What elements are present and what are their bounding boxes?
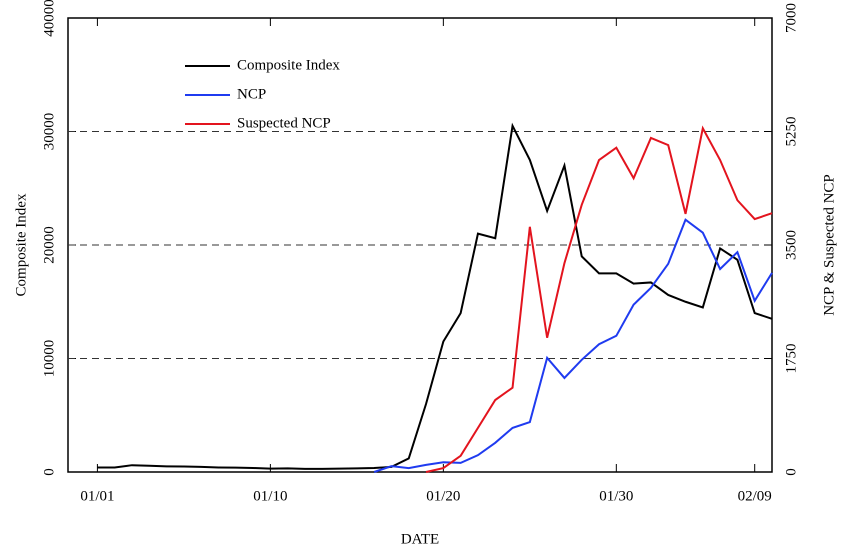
y-tick-label: 20000 [41, 226, 57, 264]
y2-tick-label: 5250 [783, 117, 799, 147]
legend-label: NCP [237, 86, 266, 102]
x-tick-label: 01/10 [253, 488, 287, 504]
x-axis-label: DATE [401, 531, 439, 547]
x-tick-label: 01/01 [80, 488, 114, 504]
y2-tick-label: 1750 [783, 344, 799, 374]
y2-axis-label: NCP & Suspected NCP [821, 174, 837, 316]
y2-tick-label: 0 [783, 468, 799, 476]
y-tick-label: 10000 [41, 340, 57, 378]
series-line [97, 122, 773, 470]
legend-label: Suspected NCP [237, 115, 331, 131]
series-line [373, 218, 773, 473]
legend-label: Composite Index [237, 57, 340, 73]
x-tick-label: 01/30 [599, 488, 633, 504]
y-tick-label: 30000 [41, 113, 57, 151]
x-tick-label: 01/20 [426, 488, 460, 504]
y2-tick-label: 7000 [783, 3, 799, 33]
x-tick-label: 02/09 [738, 488, 772, 504]
series-line [425, 125, 773, 473]
y-axis-label: Composite Index [13, 193, 29, 296]
y2-tick-label: 3500 [783, 230, 799, 260]
y-tick-label: 40000 [41, 0, 57, 37]
y-tick-label: 0 [41, 468, 57, 476]
